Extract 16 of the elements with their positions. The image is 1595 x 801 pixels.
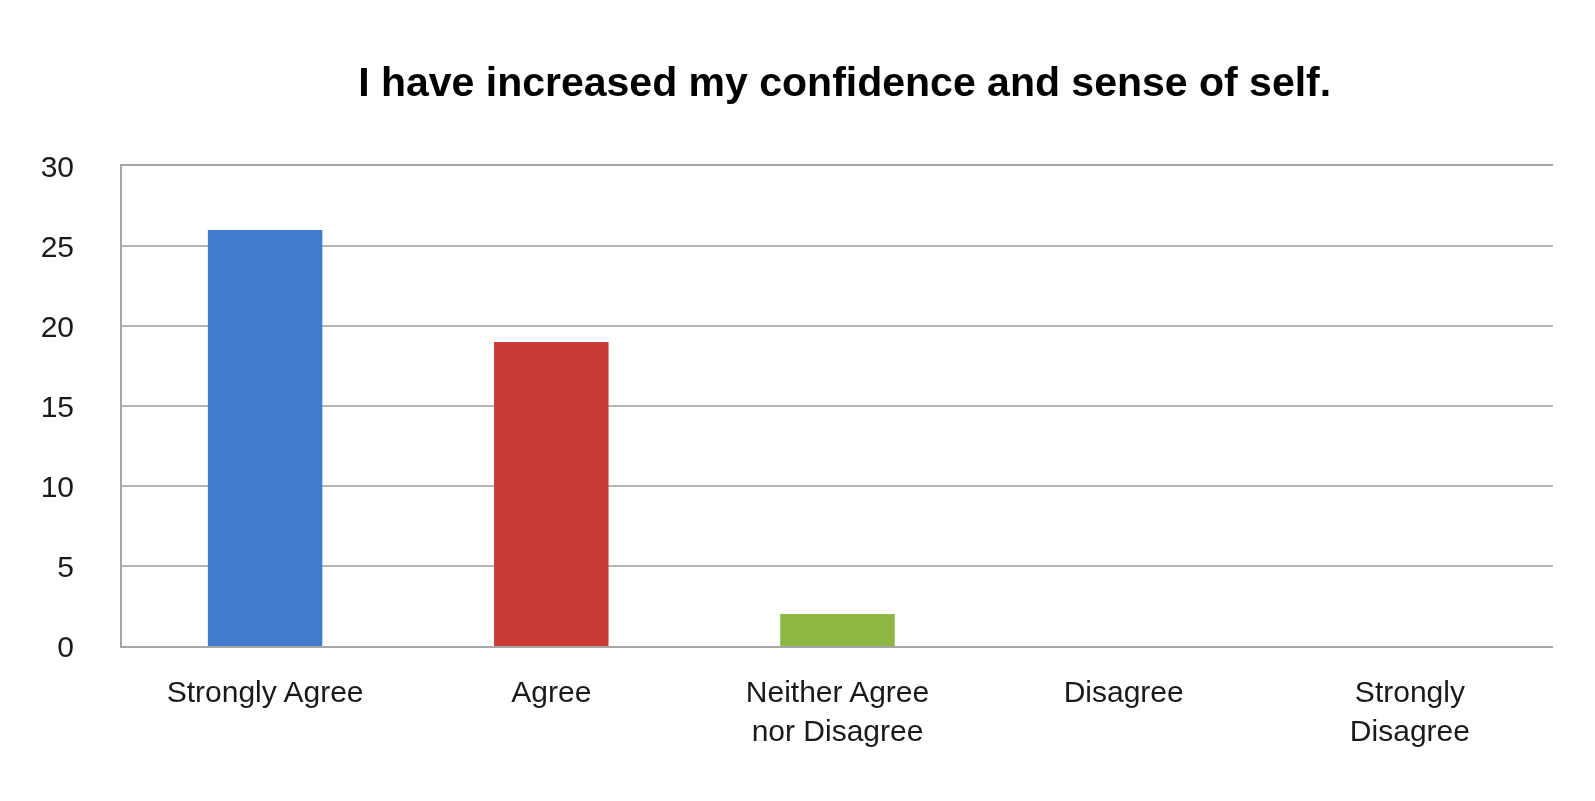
y-tick-label: 0 [57,629,74,663]
bar [207,230,323,646]
y-tick-label: 5 [57,549,74,583]
y-tick-label: 20 [40,309,74,343]
bar [780,614,895,646]
bar [494,342,609,646]
y-tick-label: 25 [40,229,74,263]
x-tick-label: Neither Agree nor Disagree [745,675,930,747]
y-tick-label: 15 [40,389,74,423]
x-tick-label: Strongly Agree [166,675,364,708]
x-tick-label: Disagree [1063,675,1184,708]
y-tick-label: 10 [40,469,74,503]
chart-title: I have increased my confidence and sense of self. [358,59,1332,106]
x-tick-label: Agree [511,675,592,708]
y-tick-label: 30 [40,149,74,183]
x-tick-label: Strongly Disagree [1349,675,1470,747]
